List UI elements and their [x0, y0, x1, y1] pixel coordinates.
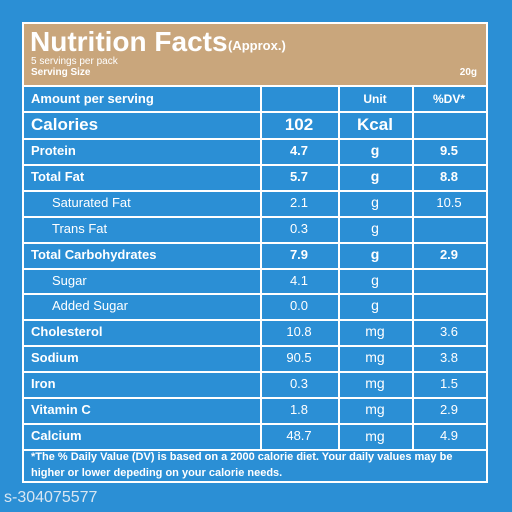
watermark: s-304075577 [4, 489, 98, 506]
cell-dv: 3.8 [439, 350, 459, 366]
cell-amount: 4.7 [289, 143, 309, 158]
row-line [24, 397, 486, 399]
column-line [260, 85, 262, 449]
nutrient-name: Sugar [52, 272, 87, 288]
cell-amount: 0.0 [289, 298, 309, 314]
cell-amount: 2.1 [289, 194, 309, 210]
column-header: Amount per serving [31, 91, 154, 106]
cell-amount: 1.8 [289, 402, 309, 417]
nutrient-name: Cholesterol [31, 324, 103, 340]
cell-amount: 10.8 [286, 324, 312, 340]
row-line [24, 448, 486, 451]
servings: 5 servings per pack [31, 56, 118, 67]
nutrient-name: Iron [31, 376, 56, 392]
cell-dv: 9.5 [439, 143, 459, 158]
cell-unit: g [371, 219, 379, 236]
column-line [412, 85, 414, 449]
cell-amount: 4.1 [289, 272, 309, 288]
nutrient-name: Protein [31, 143, 76, 158]
cell-unit: g [370, 142, 380, 158]
nutrient-name: Added Sugar [52, 298, 128, 314]
cell-amount: 90.5 [286, 350, 312, 366]
header-band [24, 24, 486, 85]
cell-amount: 48.7 [286, 427, 312, 443]
column-line [338, 85, 340, 449]
column-header: %DV* [432, 92, 465, 106]
cell-amount: 5.7 [289, 168, 309, 184]
row-line [24, 267, 486, 270]
cell-unit: g [371, 193, 379, 210]
nutrient-name: Saturated Fat [52, 194, 131, 210]
cell-unit: g [370, 245, 380, 262]
row-line [24, 215, 486, 218]
row-line [24, 345, 486, 348]
cell-unit: g [371, 271, 379, 288]
cell-unit: Kcal [357, 115, 393, 134]
row-line [24, 371, 486, 374]
table-border [22, 22, 488, 483]
nutrient-name: Total Fat [31, 168, 85, 184]
nutrient-name: Calcium [31, 427, 82, 443]
row-line [24, 319, 486, 322]
cell-dv: 8.8 [439, 168, 459, 184]
serving-size: 20g [459, 67, 477, 78]
row-line [24, 189, 486, 192]
cell-amount: 7.9 [289, 246, 309, 262]
cell-dv: 3.6 [439, 324, 459, 340]
title-note: (Approx.) [228, 38, 286, 53]
column-header: Unit [363, 92, 387, 106]
cell-unit: mg [365, 401, 385, 417]
cell-amount: 0.3 [289, 376, 309, 392]
cell-dv: 2.9 [439, 246, 459, 262]
footnote: *The % Daily Value (DV) is based on a 20… [31, 451, 453, 479]
cell-dv: 2.9 [439, 402, 459, 417]
cell-dv: 10.5 [436, 194, 462, 210]
nutrient-name: Vitamin C [31, 402, 91, 417]
row-line [24, 241, 486, 244]
cell-unit: mg [365, 375, 385, 392]
row-line [24, 111, 486, 113]
cell-unit: g [371, 297, 379, 314]
nutrient-name: Calories [31, 115, 99, 134]
row-line [24, 422, 486, 425]
row-line [24, 163, 486, 166]
cell-amount: 102 [284, 115, 314, 134]
row-line [24, 293, 486, 296]
cell-dv: 4.9 [439, 427, 459, 443]
cell-unit: mg [365, 427, 385, 444]
nutrient-name: Total Carbohydrates [31, 246, 157, 262]
cell-unit: mg [365, 349, 385, 366]
cell-dv: 1.5 [439, 376, 459, 392]
title: Nutrition Facts [30, 26, 228, 57]
nutrient-name: Trans Fat [52, 220, 108, 236]
cell-amount: 0.3 [289, 220, 309, 236]
row-line [24, 138, 486, 140]
row-line [24, 85, 486, 87]
cell-unit: g [370, 167, 380, 184]
cell-unit: mg [365, 323, 385, 340]
nutrient-name: Sodium [31, 350, 79, 366]
serving-size-label: Serving Size [31, 67, 91, 78]
